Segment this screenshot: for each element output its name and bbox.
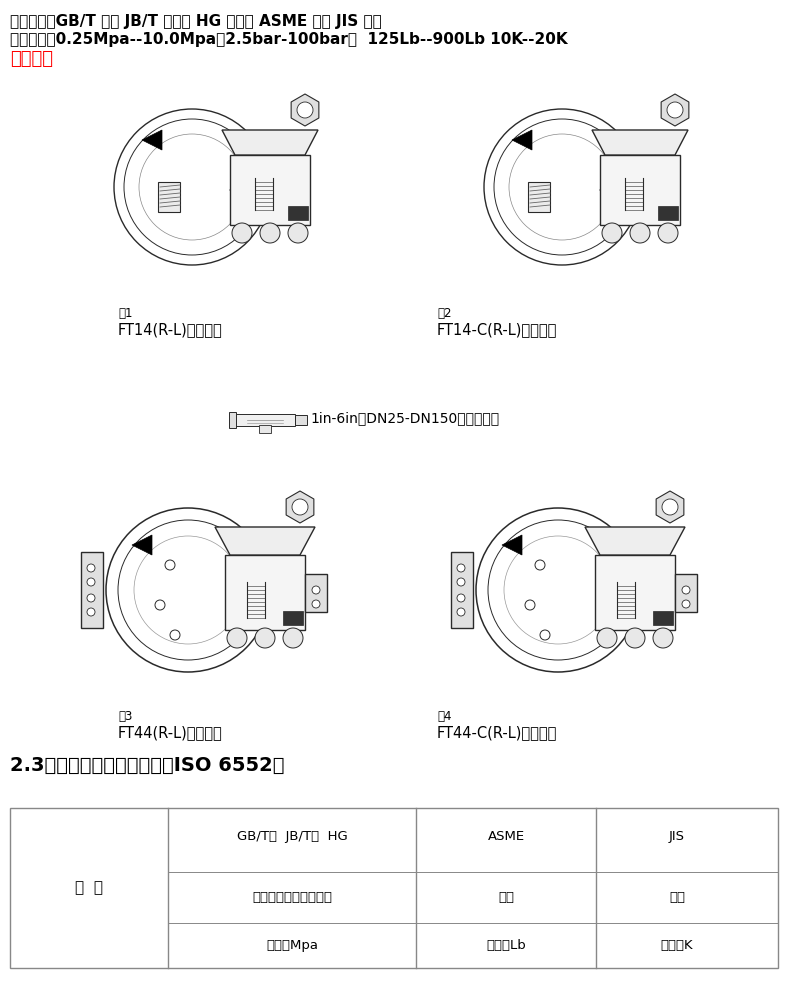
Bar bbox=[600, 155, 680, 225]
Bar bbox=[675, 574, 697, 612]
Text: 2.3、限制条件（执行标准：ISO 6552）: 2.3、限制条件（执行标准：ISO 6552） bbox=[10, 756, 284, 775]
Text: 压力范围：0.25Mpa--10.0Mpa（2.5bar-100bar）  125Lb--900Lb 10K--20K: 压力范围：0.25Mpa--10.0Mpa（2.5bar-100bar） 125… bbox=[10, 32, 568, 47]
Circle shape bbox=[597, 628, 617, 648]
Bar bbox=[230, 155, 310, 225]
Bar bbox=[229, 411, 236, 428]
Text: 法兰连接：GB/T 国标 JB/T 机械部 HG 化工部 ASME 美标 JIS 日标: 法兰连接：GB/T 国标 JB/T 机械部 HG 化工部 ASME 美标 JIS… bbox=[10, 14, 382, 29]
Polygon shape bbox=[292, 94, 319, 126]
Bar bbox=[81, 552, 103, 628]
Circle shape bbox=[682, 600, 690, 608]
Circle shape bbox=[312, 586, 320, 594]
Circle shape bbox=[457, 608, 465, 616]
Text: 国标、机械部、化工部: 国标、机械部、化工部 bbox=[252, 892, 332, 904]
Circle shape bbox=[292, 499, 308, 515]
Bar bbox=[528, 182, 550, 212]
Circle shape bbox=[662, 499, 678, 515]
Polygon shape bbox=[142, 130, 162, 150]
Circle shape bbox=[87, 564, 95, 572]
Circle shape bbox=[227, 628, 247, 648]
Text: 单位：Lb: 单位：Lb bbox=[486, 939, 526, 953]
Text: FT44(R-L)法兰连接: FT44(R-L)法兰连接 bbox=[118, 725, 223, 740]
Circle shape bbox=[297, 102, 313, 118]
Text: FT14(R-L)螺纹连接: FT14(R-L)螺纹连接 bbox=[118, 322, 223, 337]
Polygon shape bbox=[512, 130, 532, 150]
Text: 默认国标: 默认国标 bbox=[10, 50, 53, 68]
Text: 图2: 图2 bbox=[437, 307, 452, 320]
Text: 项  目: 项 目 bbox=[75, 881, 103, 895]
Circle shape bbox=[602, 223, 622, 243]
Bar bbox=[653, 611, 673, 625]
Circle shape bbox=[630, 223, 650, 243]
Polygon shape bbox=[585, 527, 685, 555]
Polygon shape bbox=[592, 130, 688, 155]
Circle shape bbox=[457, 594, 465, 602]
Circle shape bbox=[87, 594, 95, 602]
Text: FT44-C(R-L)法兰连接: FT44-C(R-L)法兰连接 bbox=[437, 725, 558, 740]
Text: FT14-C(R-L)螺纹连接: FT14-C(R-L)螺纹连接 bbox=[437, 322, 558, 337]
Polygon shape bbox=[502, 535, 522, 555]
Text: 单位：Mpa: 单位：Mpa bbox=[266, 939, 318, 953]
Polygon shape bbox=[286, 491, 314, 523]
Bar bbox=[10, 808, 778, 968]
Circle shape bbox=[232, 223, 252, 243]
Polygon shape bbox=[132, 535, 152, 555]
Text: 单位：K: 单位：K bbox=[660, 939, 694, 953]
Circle shape bbox=[682, 586, 690, 594]
Text: GB/T、  JB/T、  HG: GB/T、 JB/T、 HG bbox=[237, 830, 348, 843]
Circle shape bbox=[625, 628, 645, 648]
Bar bbox=[283, 611, 303, 625]
Polygon shape bbox=[215, 527, 315, 555]
Circle shape bbox=[288, 223, 308, 243]
Bar bbox=[295, 415, 307, 425]
Bar bbox=[658, 206, 678, 220]
Text: 图1: 图1 bbox=[118, 307, 133, 320]
Text: 图3: 图3 bbox=[118, 710, 133, 723]
Circle shape bbox=[667, 102, 683, 118]
Text: 美标: 美标 bbox=[498, 892, 514, 904]
Circle shape bbox=[312, 600, 320, 608]
Bar bbox=[451, 552, 473, 628]
Bar bbox=[259, 425, 271, 433]
Circle shape bbox=[457, 578, 465, 586]
Circle shape bbox=[283, 628, 303, 648]
Bar bbox=[305, 574, 327, 612]
Bar bbox=[158, 182, 180, 212]
Polygon shape bbox=[222, 130, 318, 155]
Circle shape bbox=[457, 564, 465, 572]
Polygon shape bbox=[656, 491, 684, 523]
Circle shape bbox=[255, 628, 275, 648]
Bar bbox=[288, 206, 308, 220]
Text: JIS: JIS bbox=[669, 830, 685, 843]
Circle shape bbox=[658, 223, 678, 243]
Circle shape bbox=[653, 628, 673, 648]
Text: 日标: 日标 bbox=[669, 892, 685, 904]
Circle shape bbox=[87, 608, 95, 616]
Text: 1in-6in（DN25-DN150）主阀主件: 1in-6in（DN25-DN150）主阀主件 bbox=[310, 411, 499, 425]
Bar bbox=[225, 555, 305, 630]
Text: 图4: 图4 bbox=[437, 710, 452, 723]
Circle shape bbox=[87, 578, 95, 586]
Bar bbox=[595, 555, 675, 630]
Text: ASME: ASME bbox=[487, 830, 525, 843]
Bar bbox=[235, 414, 295, 426]
Circle shape bbox=[260, 223, 280, 243]
Polygon shape bbox=[661, 94, 689, 126]
